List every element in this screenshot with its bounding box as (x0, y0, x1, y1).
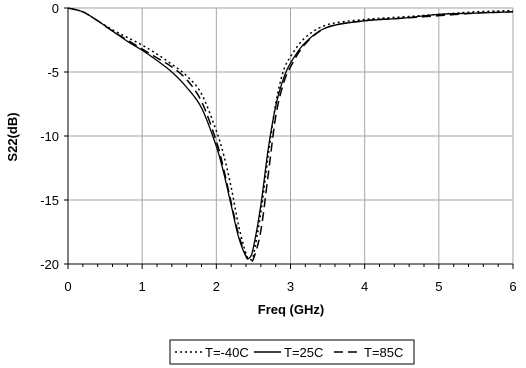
series-group (67, 7, 514, 263)
y-tick-label: -5 (47, 65, 59, 80)
legend-label: T=85C (364, 345, 403, 360)
x-tick-label: 1 (139, 279, 146, 294)
y-tick-label: -20 (40, 257, 59, 272)
legend-box (169, 339, 415, 365)
y-tick-label: 0 (52, 1, 59, 16)
tick-labels: 0 1 2 3 4 5 6 0 -5 -10 -15 -20 (40, 1, 516, 294)
x-tick-label: 4 (361, 279, 368, 294)
series-line-t-85c (67, 7, 514, 263)
legend-label: T=-40C (205, 345, 249, 360)
y-axis-title: S22(dB) (5, 112, 20, 161)
grid (68, 7, 514, 264)
x-tick-label: 5 (435, 279, 442, 294)
legend: T=-40C T=25C T=85C (169, 339, 415, 365)
y-tick-label: -10 (40, 129, 59, 144)
x-tick-label: 0 (64, 279, 71, 294)
x-axis-title: Freq (GHz) (258, 302, 324, 317)
axes (64, 7, 514, 269)
x-tick-label: 2 (213, 279, 220, 294)
x-tick-label: 3 (287, 279, 294, 294)
y-tick-label: -15 (40, 193, 59, 208)
x-tick-label: 6 (509, 279, 516, 294)
legend-label: T=25C (284, 345, 323, 360)
